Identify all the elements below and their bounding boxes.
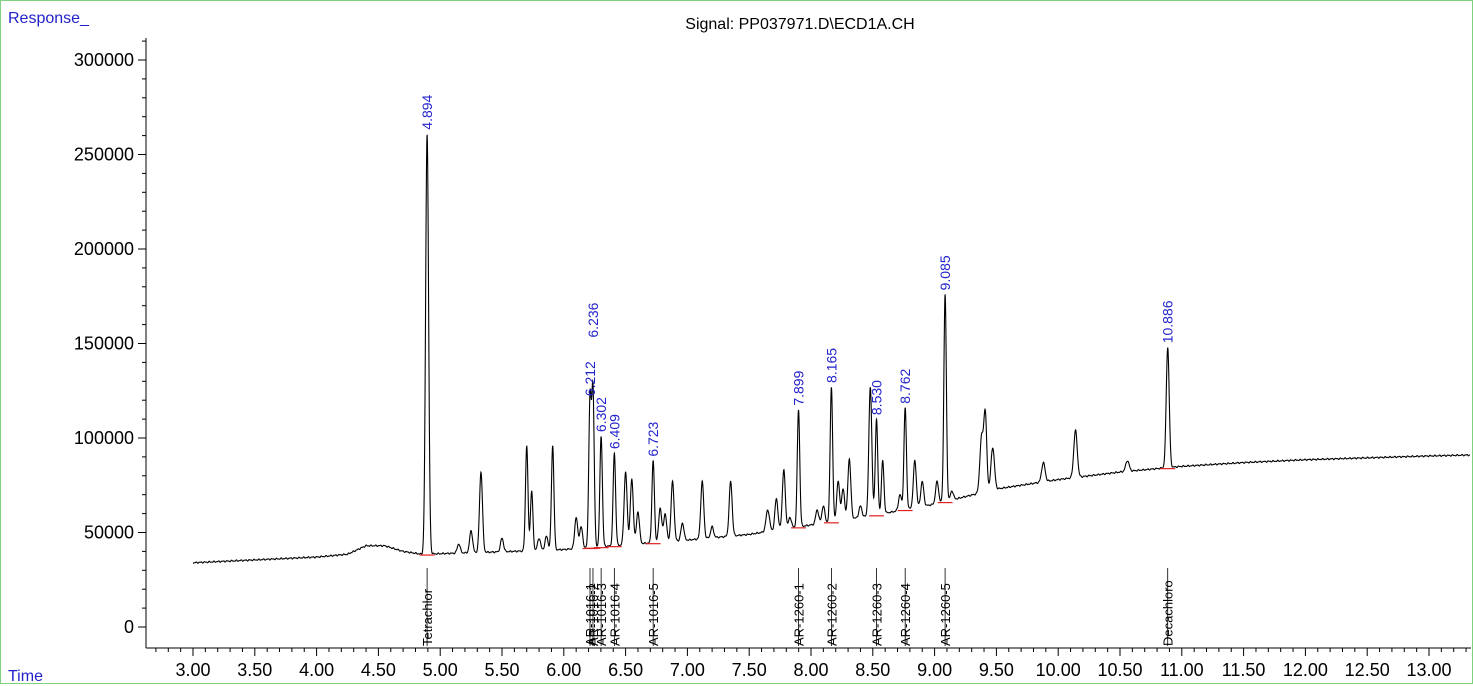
y-tick-label: 250000 xyxy=(74,145,134,165)
compound-label: AR-1016-3 xyxy=(594,583,609,646)
x-tick-label: 9.00 xyxy=(917,660,952,680)
x-tick-label: 9.50 xyxy=(979,660,1014,680)
compound-label: AR-1260-1 xyxy=(792,583,807,646)
x-tick-label: 7.00 xyxy=(670,660,705,680)
compound-label: AR-1260-3 xyxy=(870,583,885,646)
peak-rt-label: 6.409 xyxy=(606,414,622,449)
x-tick-label: 4.50 xyxy=(361,660,396,680)
x-tick-label: 8.50 xyxy=(855,660,890,680)
signal-layer xyxy=(192,134,1471,564)
x-tick-label: 3.00 xyxy=(175,660,210,680)
signal-trace xyxy=(192,134,1471,564)
peak-rt-label: 8.530 xyxy=(869,380,885,415)
x-tick-label: 4.00 xyxy=(299,660,334,680)
peak-rt-label: 6.723 xyxy=(645,421,661,456)
x-tick-label: 11.00 xyxy=(1160,660,1204,680)
compound-label: Decachloro xyxy=(1161,580,1176,646)
y-tick-label: 100000 xyxy=(74,428,134,448)
x-tick-label: 13.00 xyxy=(1406,660,1451,680)
peak-rt-label: 8.165 xyxy=(823,348,839,383)
compound-label: Tetrachlor xyxy=(420,588,435,646)
compound-label: AR-1016-2 xyxy=(586,583,601,646)
peak-rt-label: 6.236 xyxy=(585,302,601,337)
peak-rt-label: 4.894 xyxy=(419,94,435,129)
compound-label: AR-1260-4 xyxy=(898,583,913,646)
x-tick-label: 11.50 xyxy=(1222,660,1266,680)
y-tick-label: 200000 xyxy=(74,239,134,259)
peak-rt-label: 6.302 xyxy=(593,397,609,432)
peak-rt-label: 9.085 xyxy=(937,255,953,290)
x-axis-label: Time xyxy=(8,668,43,685)
x-tick-label: 6.50 xyxy=(608,660,643,680)
y-tick-label: 50000 xyxy=(84,523,134,543)
compound-label: AR-1016-5 xyxy=(646,583,661,646)
axes: 0 50000 100000 150000 200000 250000 300000 3.00… xyxy=(74,38,1471,680)
peak-rt-label: 7.899 xyxy=(791,370,807,405)
x-tick-label: 8.00 xyxy=(793,660,828,680)
baseline-markers xyxy=(419,468,1176,556)
y-tick-label: 150000 xyxy=(74,334,134,354)
x-tick-label: 7.50 xyxy=(732,660,767,680)
x-tick-label: 5.00 xyxy=(423,660,458,680)
y-tick-label: 300000 xyxy=(74,50,134,70)
peak-rt-label: 10.886 xyxy=(1160,300,1176,343)
x-tick-label: 12.50 xyxy=(1345,660,1390,680)
y-tick-label: 0 xyxy=(124,617,134,637)
compound-label: AR-1016-1 xyxy=(583,583,598,646)
x-tick-label: 10.50 xyxy=(1097,660,1142,680)
compound-label: AR-1016-4 xyxy=(607,583,622,646)
peak-rt-label: 6.212 xyxy=(582,361,598,396)
compound-label: AR-1260-2 xyxy=(824,583,839,646)
compound-label: AR-1260-5 xyxy=(938,583,953,646)
x-tick-label: 3.50 xyxy=(237,660,272,680)
chart-title: Signal: PP037971.D\ECD1A.CH xyxy=(685,16,915,33)
x-tick-label: 6.00 xyxy=(546,660,581,680)
compound-labels: Tetrachlor AR-1016-1AR-1016-2AR-1016-3AR-… xyxy=(420,568,1176,646)
x-tick-label: 5.50 xyxy=(484,660,519,680)
y-axis-label: Response_ xyxy=(8,10,89,27)
x-tick-label: 12.00 xyxy=(1283,660,1328,680)
x-tick-label: 10.00 xyxy=(1036,660,1081,680)
peak-rt-label: 8.762 xyxy=(897,369,913,404)
